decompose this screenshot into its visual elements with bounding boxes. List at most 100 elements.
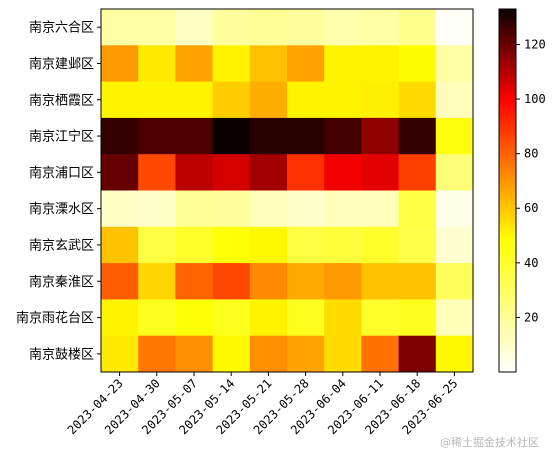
heatmap-cell: [101, 9, 139, 46]
heatmap-cell: [398, 263, 437, 300]
heatmap-cell: [324, 154, 362, 191]
heatmap-cell: [435, 117, 474, 155]
heatmap-cell: [138, 117, 176, 155]
heatmap-cell: [287, 45, 325, 82]
watermark: @稀土掘金技术社区: [440, 435, 539, 449]
heatmap-cell: [175, 45, 213, 82]
heatmap-cell: [212, 9, 251, 46]
heatmap-cell: [361, 45, 399, 82]
heatmap-cell: [361, 154, 399, 191]
heatmap-cells: [101, 9, 474, 373]
y-tick-label: 南京六合区: [29, 20, 94, 36]
heatmap-cell: [175, 299, 213, 337]
heatmap-cell: [101, 226, 139, 264]
x-axis: 2023-04-232023-04-302023-05-072023-05-14…: [65, 372, 461, 437]
heatmap-cell: [287, 190, 325, 228]
heatmap-cell: [361, 263, 399, 300]
heatmap-cell: [435, 154, 474, 191]
heatmap-cell: [435, 81, 474, 119]
plot-frame: [100, 8, 474, 373]
heatmap-cell: [361, 226, 399, 264]
heatmap-cell: [249, 117, 288, 155]
heatmap-cell: [175, 263, 213, 300]
heatmap-cell: [435, 226, 474, 264]
heatmap-cell: [287, 154, 325, 191]
heatmap-cell: [212, 117, 251, 155]
heatmap-cell: [212, 299, 251, 337]
heatmap-cell: [212, 45, 251, 82]
colorbar-tick-label: 100: [524, 92, 546, 106]
heatmap-cell: [138, 263, 176, 300]
heatmap-cell: [175, 335, 213, 373]
colorbar-gradient: [498, 8, 517, 373]
heatmap-cell: [249, 335, 288, 373]
heatmap-cell: [361, 190, 399, 228]
heatmap-cell: [435, 9, 474, 46]
heatmap-cell: [435, 263, 474, 300]
heatmap-cell: [324, 117, 362, 155]
colorbar: 20 40 60 80 100 120: [498, 8, 546, 373]
heatmap-cell: [361, 9, 399, 46]
heatmap-cell: [138, 335, 176, 373]
heatmap-cell: [249, 263, 288, 300]
heatmap-cell: [324, 190, 362, 228]
heatmap-cell: [101, 299, 139, 337]
heatmap-cell: [398, 9, 437, 46]
heatmap-cell: [175, 154, 213, 191]
heatmap-cell: [324, 335, 362, 373]
heatmap-cell: [175, 190, 213, 228]
heatmap-cell: [101, 190, 139, 228]
heatmap-cell: [435, 299, 474, 337]
heatmap-cell: [287, 81, 325, 119]
heatmap-cell: [101, 335, 139, 373]
heatmap-cell: [361, 81, 399, 119]
heatmap-cell: [398, 154, 437, 191]
colorbar-tick-label: 120: [524, 37, 546, 51]
heatmap-cell: [324, 263, 362, 300]
y-tick-label: 南京江宁区: [29, 129, 94, 145]
y-tick-label: 南京雨花台区: [16, 310, 94, 326]
heatmap-cell: [138, 226, 176, 264]
heatmap-cell: [324, 81, 362, 119]
heatmap-cell: [398, 335, 437, 373]
heatmap-cell: [138, 45, 176, 82]
heatmap-cell: [324, 45, 362, 82]
heatmap-cell: [101, 263, 139, 300]
heatmap-cell: [101, 154, 139, 191]
heatmap-cell: [398, 45, 437, 82]
y-tick-label: 南京栖霞区: [29, 92, 94, 108]
heatmap-cell: [435, 45, 474, 82]
heatmap-cell: [249, 154, 288, 191]
heatmap-cell: [287, 117, 325, 155]
heatmap-cell: [212, 335, 251, 373]
heatmap-cell: [175, 117, 213, 155]
heatmap-cell: [249, 190, 288, 228]
heatmap-cell: [287, 335, 325, 373]
heatmap-cell: [249, 81, 288, 119]
colorbar-tick-label: 60: [524, 201, 538, 215]
y-tick-label: 南京浦口区: [29, 165, 94, 181]
heatmap-cell: [435, 190, 474, 228]
heatmap-cell: [324, 299, 362, 337]
heatmap-cell: [138, 154, 176, 191]
heatmap-cell: [398, 190, 437, 228]
colorbar-tick-label: 40: [524, 256, 538, 270]
y-tick-label: 南京溧水区: [29, 201, 94, 217]
heatmap-cell: [101, 117, 139, 155]
heatmap-cell: [101, 45, 139, 82]
heatmap-cell: [175, 81, 213, 119]
heatmap-cell: [398, 299, 437, 337]
heatmap-cell: [212, 81, 251, 119]
heatmap-cell: [249, 226, 288, 264]
y-tick-label: 南京建邺区: [29, 56, 94, 72]
colorbar-tick-label: 80: [524, 147, 538, 161]
y-tick-label: 南京玄武区: [29, 237, 94, 253]
heatmap-cell: [175, 9, 213, 46]
heatmap-cell: [287, 263, 325, 300]
heatmap-cell: [361, 117, 399, 155]
heatmap-cell: [324, 226, 362, 264]
heatmap-cell: [249, 45, 288, 82]
heatmap-cell: [287, 299, 325, 337]
y-tick-label: 南京鼓楼区: [29, 346, 94, 362]
